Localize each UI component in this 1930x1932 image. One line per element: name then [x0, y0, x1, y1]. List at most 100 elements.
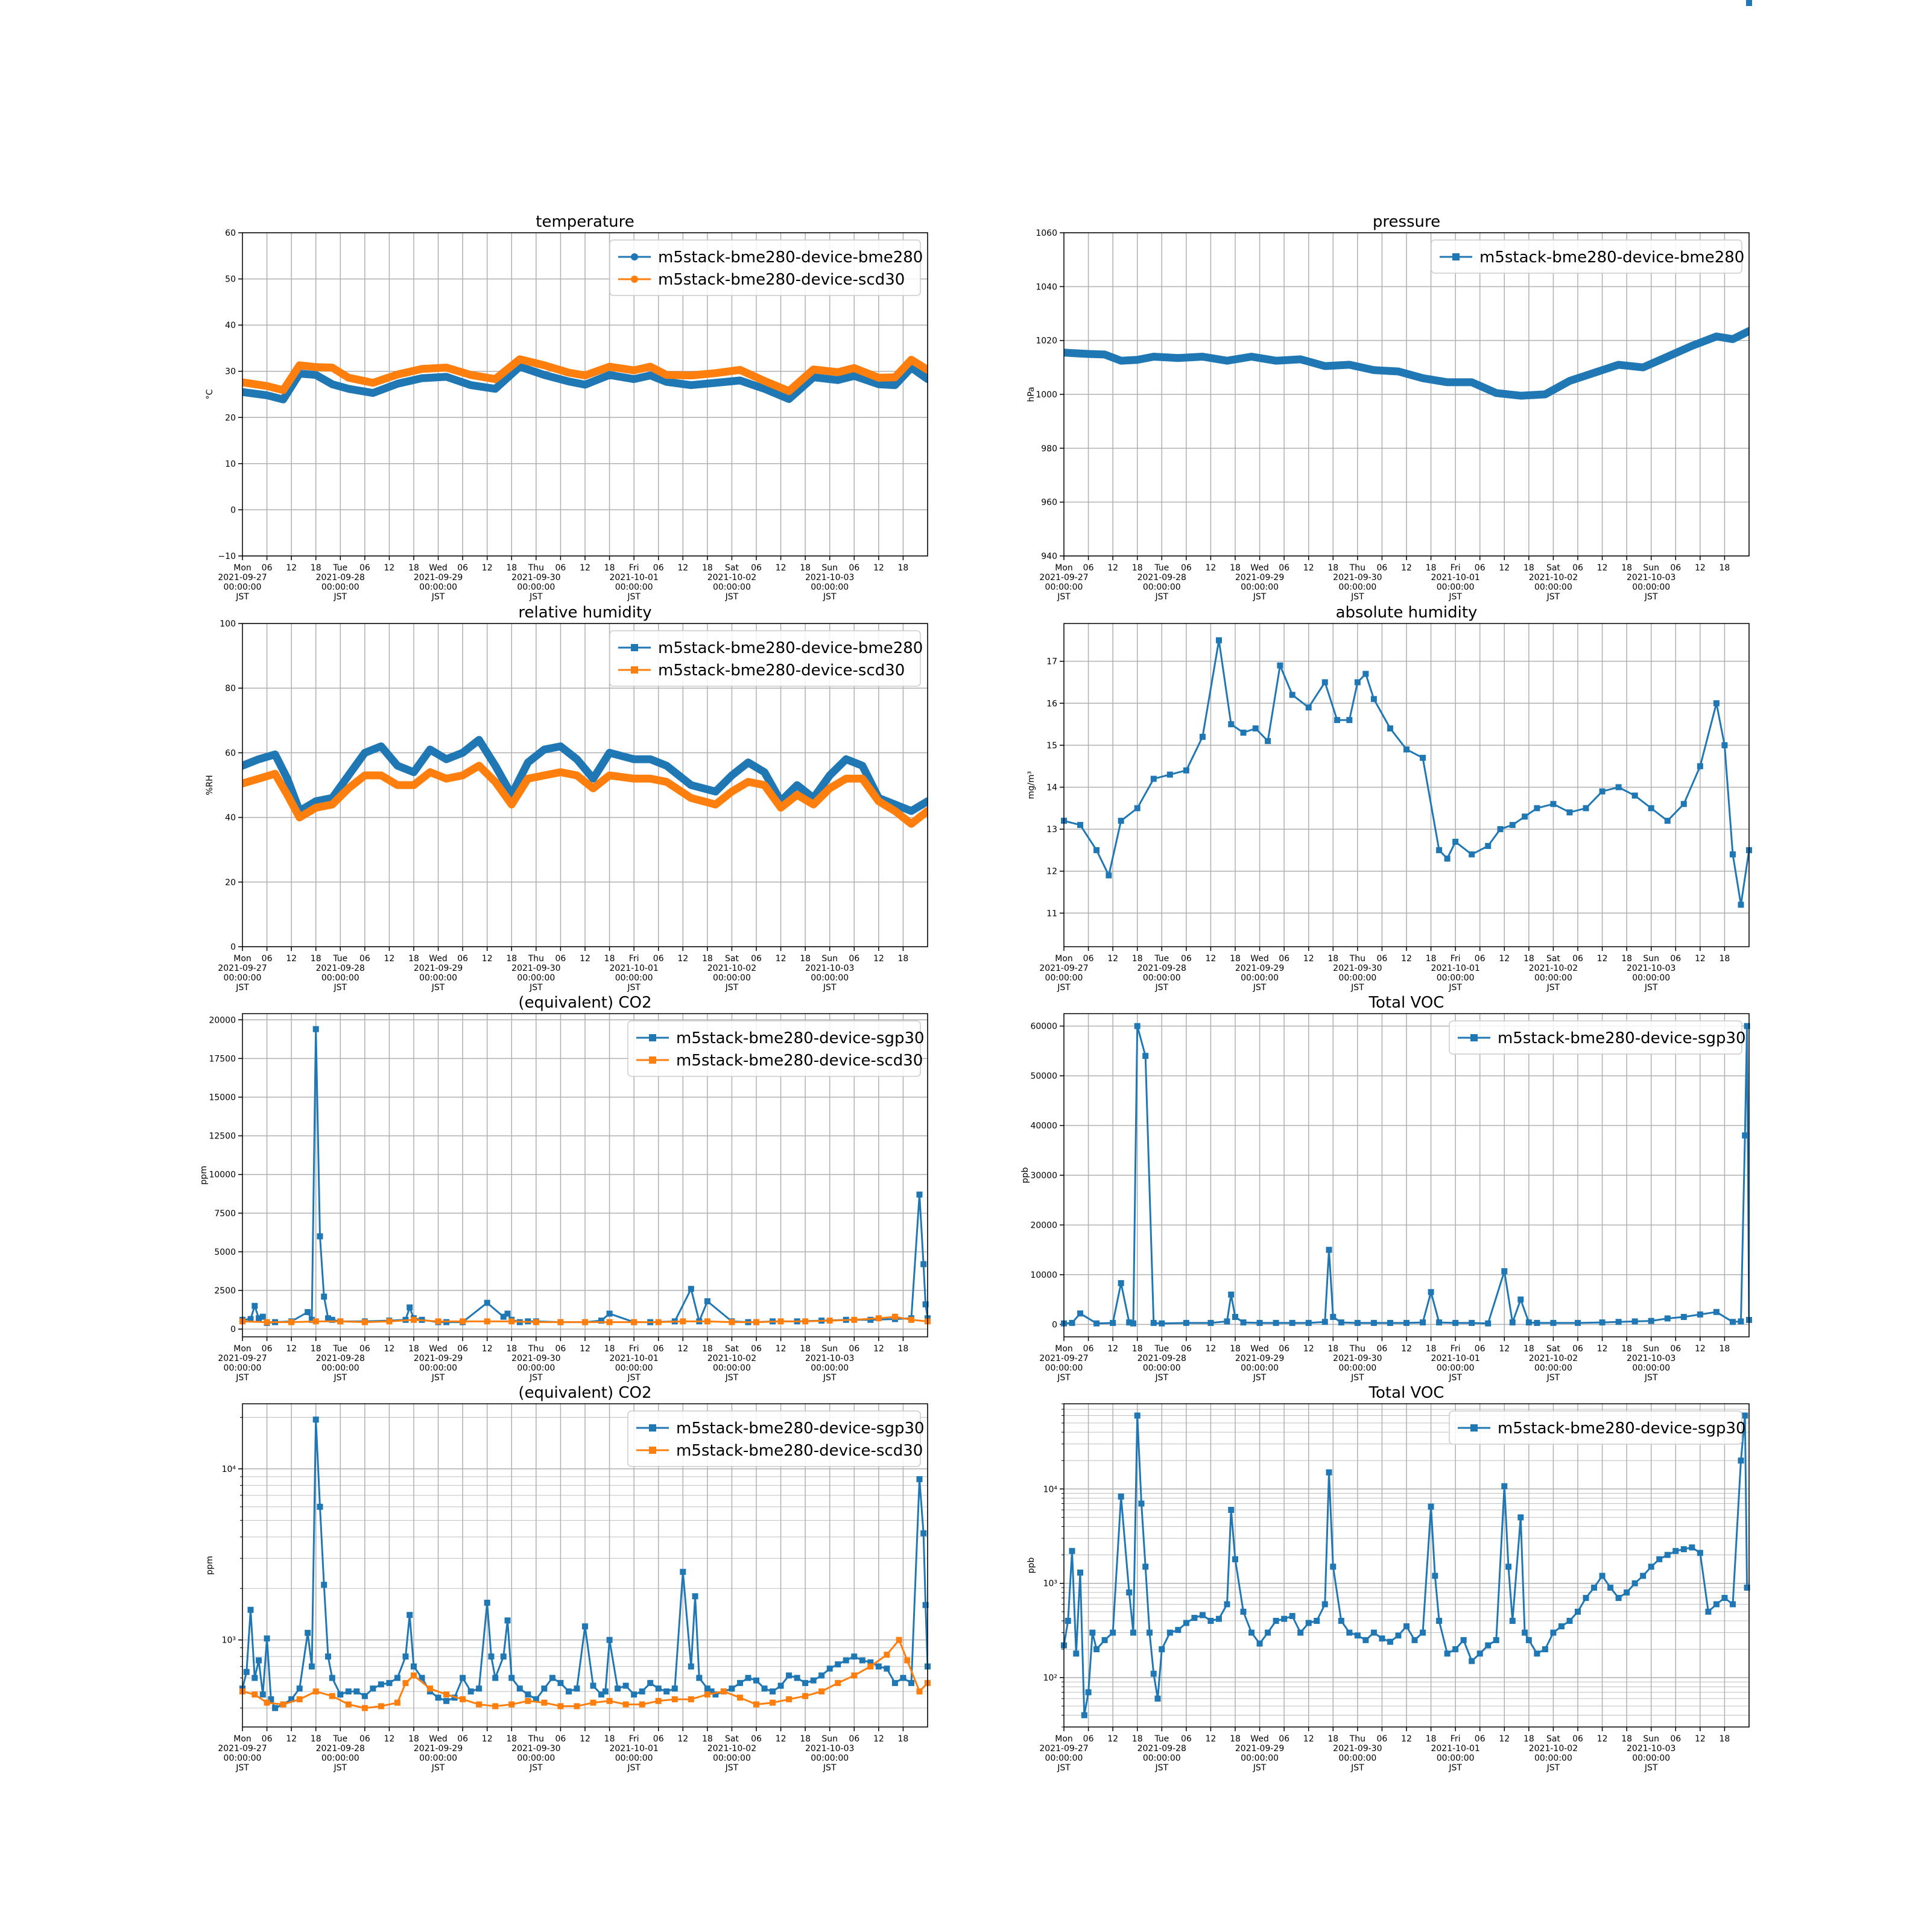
series-point-0 — [1224, 1601, 1230, 1608]
series-point-0 — [712, 1691, 719, 1698]
series-point-1 — [312, 1688, 319, 1695]
x-tick-day-label: 2021-10-01 — [609, 1354, 658, 1363]
series-line-1 — [242, 1316, 928, 1324]
x-tick-hour-label: 06 — [1475, 1344, 1485, 1354]
x-tick-day-label: JST — [431, 592, 445, 602]
series-point-0 — [1705, 1608, 1712, 1615]
x-tick-hour-label: 18 — [1132, 954, 1143, 964]
x-tick-day-label: 2021-10-03 — [805, 1744, 854, 1754]
series-point-1 — [337, 1318, 344, 1325]
series-point-0 — [1534, 1650, 1540, 1657]
series-point-0 — [745, 1675, 751, 1681]
series-point-1 — [753, 1701, 759, 1708]
series-point-0 — [1436, 1319, 1443, 1326]
x-tick-day-label: JST — [627, 592, 641, 602]
series-point-0 — [1713, 1601, 1720, 1608]
x-tick-hour-label: 06 — [1083, 954, 1094, 964]
y-tick-label: 17 — [1046, 657, 1057, 667]
x-tick-day-label: 2021-09-29 — [1235, 573, 1284, 582]
series-point-0 — [256, 1657, 262, 1664]
series-point-0 — [1403, 1319, 1410, 1326]
x-tick-day-label: JST — [235, 592, 249, 602]
series-point-0 — [916, 1476, 923, 1483]
series-point-0 — [1166, 1629, 1173, 1636]
x-tick-day-label: 2021-09-27 — [218, 1744, 267, 1754]
series-point-0 — [1697, 1550, 1703, 1556]
x-tick-hour-label: 06 — [555, 1734, 566, 1744]
series-point-0 — [256, 1315, 262, 1322]
series-point-0 — [1550, 1629, 1557, 1636]
y-tick-label: 940 — [1041, 552, 1057, 561]
x-tick-day-label: Wed — [1250, 954, 1269, 964]
x-tick-day-label: Thu — [1349, 1344, 1365, 1354]
series-point-0 — [1183, 1319, 1189, 1326]
series-point-0 — [1256, 1319, 1263, 1326]
series-point-0 — [1118, 1280, 1124, 1286]
series-point-1 — [680, 1318, 686, 1325]
x-tick-hour-label: 06 — [1181, 1734, 1192, 1744]
y-tick-label: 50 — [225, 275, 236, 285]
y-tick-label: 1000 — [1036, 390, 1057, 400]
series-point-0 — [325, 1653, 331, 1660]
series-point-0 — [1191, 1615, 1198, 1621]
series-point-0 — [631, 1691, 638, 1698]
series-point-0 — [1583, 805, 1589, 812]
x-tick-day-label: Sat — [725, 563, 739, 573]
x-tick-hour-label: 12 — [776, 1734, 786, 1744]
series-point-1 — [884, 1652, 890, 1658]
x-tick-hour-label: 18 — [1230, 1734, 1241, 1744]
legend-box — [1449, 1410, 1742, 1445]
series-point-0 — [900, 1675, 906, 1681]
x-tick-hour-label: 06 — [1670, 1734, 1681, 1744]
series-point-0 — [541, 1685, 548, 1692]
x-tick-day-label: JST — [1253, 1373, 1267, 1383]
x-tick-day-label: Fri — [1451, 954, 1461, 964]
series-point-0 — [1469, 851, 1475, 857]
series-point-0 — [794, 1675, 800, 1681]
x-tick-day-label: JST — [529, 592, 543, 602]
series-point-1 — [378, 1703, 384, 1709]
series-point-0 — [312, 1026, 319, 1032]
x-tick-day-label: 00:00:00 — [1338, 1754, 1376, 1763]
x-tick-hour-label: 12 — [1499, 1344, 1510, 1354]
series-point-0 — [1314, 1618, 1320, 1624]
series-point-0 — [1680, 1314, 1687, 1321]
x-tick-day-label: JST — [1350, 1373, 1364, 1383]
series-point-0 — [835, 1661, 841, 1668]
x-tick-day-label: 00:00:00 — [713, 1363, 751, 1373]
x-tick-day-label: JST — [1644, 1373, 1658, 1383]
series-point-0 — [1624, 1589, 1630, 1596]
y-axis-label: ppm — [205, 1556, 215, 1574]
x-tick-hour-label: 06 — [1181, 563, 1192, 573]
x-tick-day-label: 2021-09-28 — [316, 573, 365, 582]
series-point-0 — [1534, 805, 1540, 812]
series-point-0 — [460, 1675, 466, 1681]
series-point-0 — [1746, 0, 1752, 6]
series-point-0 — [1509, 822, 1516, 829]
x-tick-hour-label: 12 — [1107, 954, 1118, 964]
x-tick-hour-label: 12 — [482, 563, 493, 573]
series-point-0 — [1509, 1618, 1516, 1624]
series-point-1 — [590, 1699, 596, 1706]
series-point-0 — [884, 1665, 890, 1672]
series-point-0 — [1130, 1320, 1136, 1327]
y-tick-label: 10³ — [222, 1636, 236, 1646]
x-tick-hour-label: 06 — [262, 563, 273, 573]
x-tick-day-label: Fri — [629, 954, 639, 964]
axes-frame — [242, 1403, 928, 1728]
x-tick-hour-label: 06 — [849, 1344, 859, 1354]
series-point-0 — [1077, 822, 1084, 829]
axes-frame — [242, 1013, 928, 1337]
x-tick-day-label: JST — [1546, 1763, 1560, 1773]
x-tick-hour-label: 18 — [1523, 1344, 1534, 1354]
x-tick-day-label: 2021-10-03 — [1627, 1744, 1675, 1754]
series-point-0 — [1248, 1629, 1255, 1636]
series-point-0 — [1648, 805, 1654, 812]
axes-frame — [1063, 623, 1750, 947]
series-point-0 — [818, 1672, 825, 1679]
series-point-1 — [345, 1701, 352, 1708]
x-tick-hour-label: 18 — [1327, 563, 1338, 573]
series-point-1 — [411, 1672, 417, 1679]
